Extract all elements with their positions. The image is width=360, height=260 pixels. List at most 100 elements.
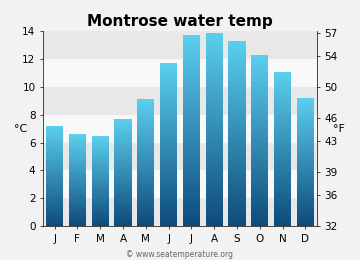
Bar xyxy=(160,164,177,165)
Bar xyxy=(69,193,86,194)
Bar xyxy=(114,166,131,167)
Bar xyxy=(160,213,177,214)
Bar xyxy=(297,202,314,203)
Bar xyxy=(183,111,200,112)
Bar xyxy=(297,102,314,103)
Bar xyxy=(183,182,200,183)
Bar xyxy=(69,206,86,207)
Bar xyxy=(46,209,63,210)
Bar xyxy=(137,143,154,144)
Bar xyxy=(114,130,131,131)
Bar xyxy=(183,142,200,143)
Bar xyxy=(46,176,63,177)
Bar xyxy=(229,214,246,215)
Bar xyxy=(46,188,63,189)
Bar xyxy=(251,220,268,221)
Bar xyxy=(92,141,109,142)
Bar xyxy=(229,69,246,70)
Bar xyxy=(114,224,131,225)
Bar xyxy=(69,166,86,167)
Bar xyxy=(274,142,291,143)
Bar xyxy=(92,144,109,145)
Bar xyxy=(43,171,317,198)
Bar xyxy=(251,90,268,91)
Bar xyxy=(114,219,131,220)
Bar xyxy=(274,89,291,90)
Bar xyxy=(251,60,268,61)
Bar xyxy=(137,168,154,169)
Bar xyxy=(251,206,268,207)
Bar xyxy=(114,152,131,153)
Bar xyxy=(274,94,291,95)
Bar xyxy=(229,63,246,64)
Bar xyxy=(274,203,291,204)
Bar xyxy=(251,212,268,213)
Bar xyxy=(206,143,223,144)
Bar xyxy=(229,91,246,92)
Bar xyxy=(274,209,291,210)
Bar xyxy=(274,108,291,109)
Bar xyxy=(206,41,223,42)
Bar xyxy=(92,191,109,192)
Bar xyxy=(251,146,268,147)
Bar xyxy=(137,193,154,194)
Bar xyxy=(206,153,223,154)
Bar xyxy=(229,106,246,107)
Bar xyxy=(160,189,177,190)
Bar xyxy=(206,110,223,111)
Bar xyxy=(229,188,246,189)
Bar xyxy=(297,111,314,112)
Bar xyxy=(137,190,154,191)
Bar xyxy=(229,153,246,154)
Bar xyxy=(206,142,223,143)
Bar xyxy=(251,189,268,190)
Bar xyxy=(69,184,86,185)
Bar xyxy=(274,80,291,81)
Bar xyxy=(297,158,314,159)
Bar xyxy=(183,99,200,100)
Bar xyxy=(160,196,177,197)
Bar xyxy=(160,135,177,136)
Bar xyxy=(137,150,154,151)
Bar xyxy=(274,135,291,136)
Bar xyxy=(274,100,291,101)
Bar xyxy=(206,160,223,161)
Bar xyxy=(137,209,154,210)
Bar xyxy=(274,169,291,170)
Bar xyxy=(206,216,223,217)
Bar xyxy=(137,117,154,118)
Bar xyxy=(183,41,200,42)
Bar xyxy=(251,71,268,72)
Bar xyxy=(251,157,268,158)
Bar xyxy=(206,191,223,192)
Bar xyxy=(160,143,177,144)
Bar xyxy=(160,94,177,95)
Bar xyxy=(229,47,246,48)
Bar xyxy=(229,105,246,106)
Bar xyxy=(69,173,86,174)
Bar xyxy=(251,63,268,64)
Bar xyxy=(274,225,291,226)
Bar xyxy=(274,158,291,159)
Bar xyxy=(251,169,268,170)
Bar xyxy=(251,167,268,168)
Bar xyxy=(160,208,177,209)
Bar xyxy=(160,142,177,143)
Bar xyxy=(69,208,86,209)
Bar xyxy=(92,148,109,149)
Bar xyxy=(137,109,154,110)
Bar xyxy=(229,102,246,103)
Bar xyxy=(251,166,268,167)
Bar xyxy=(229,205,246,206)
Bar xyxy=(229,112,246,113)
Bar xyxy=(274,91,291,92)
Bar xyxy=(206,71,223,72)
Bar xyxy=(137,208,154,209)
Bar xyxy=(206,182,223,183)
Bar xyxy=(229,46,246,47)
Bar xyxy=(206,84,223,85)
Bar xyxy=(251,100,268,101)
Bar xyxy=(46,222,63,223)
Bar xyxy=(160,120,177,121)
Bar xyxy=(297,198,314,199)
